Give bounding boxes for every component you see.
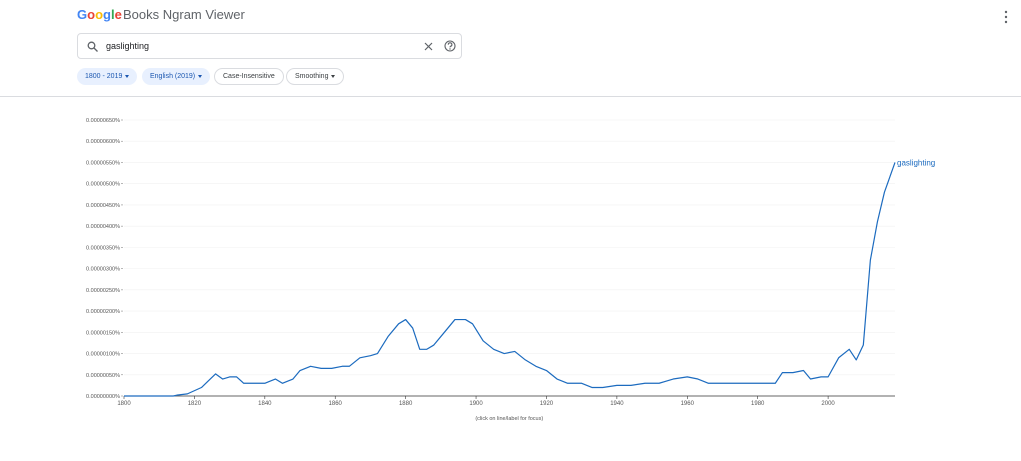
chip-label: Smoothing [295,73,329,80]
chip-label: 1800 - 2019 [85,73,123,80]
x-tick-label: 1900 [469,401,483,407]
x-tick-label: 1960 [681,401,695,407]
y-tick-label: 0.00000250% [86,288,120,294]
x-tick-label: 1880 [399,401,413,407]
y-tick-label: 0.00000100% [86,352,120,358]
y-tick-label: 0.00000400% [86,224,120,230]
y-tick-label: 0.00000500% [86,182,120,188]
y-tick-label: 0.00000150% [86,330,120,336]
y-tick-label: 0.00000200% [86,309,120,315]
help-icon[interactable] [444,40,456,52]
search-query[interactable]: gaslighting [106,41,150,51]
x-tick-label: 1840 [258,401,272,407]
chip-label: Case-Insensitive [223,73,275,80]
y-tick-label: 0.00000050% [86,373,120,379]
x-tick-label: 1920 [540,401,554,407]
smoothing-chip[interactable]: Smoothing [286,68,345,85]
y-tick-label: 0.00000300% [86,267,120,273]
clear-icon[interactable] [424,42,433,51]
x-tick-label: 1800 [117,401,131,407]
series-line [124,162,896,397]
y-tick-label: 0.00000450% [86,203,120,209]
menu-icon[interactable] [1003,10,1009,24]
chart-note: (click on line/label for focus) [475,416,543,422]
x-tick-label: 2000 [821,401,835,407]
series-label[interactable]: gaslighting [897,158,935,167]
y-tick-label: 0.00000350% [86,245,120,251]
y-tick-label: 0.00000550% [86,160,120,166]
y-tick-label: 0.00000650% [86,118,120,124]
x-tick-label: 1980 [751,401,765,407]
x-tick-label: 1820 [188,401,202,407]
case-chip[interactable]: Case-Insensitive [214,68,284,85]
chip-label: English (2019) [150,73,196,80]
logo[interactable]: Google [77,7,122,22]
y-tick-label: 0.00000600% [86,139,120,145]
y-tick-label: 0.00000000% [86,394,120,400]
divider [0,96,1021,97]
product-name: Books Ngram Viewer [123,7,245,22]
x-tick-label: 1860 [329,401,343,407]
search-box[interactable]: gaslighting [77,33,462,59]
search-icon [87,41,98,52]
x-tick-label: 1940 [610,401,624,407]
corpus-chip[interactable]: English (2019) [142,68,211,85]
year-range-chip[interactable]: 1800 - 2019 [77,68,138,85]
